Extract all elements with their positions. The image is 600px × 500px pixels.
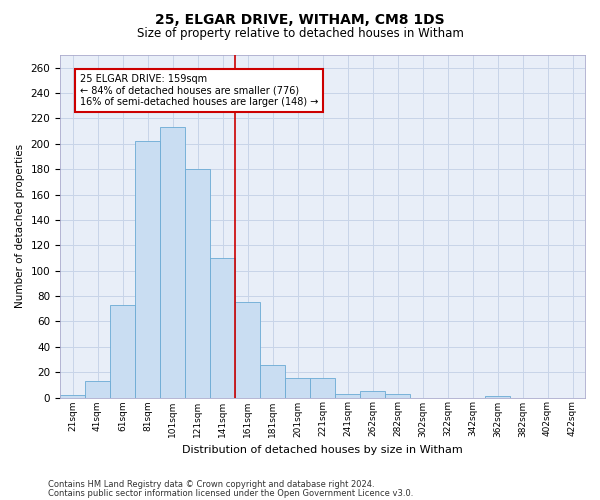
- Y-axis label: Number of detached properties: Number of detached properties: [15, 144, 25, 308]
- Bar: [260, 364, 285, 398]
- Text: 25, ELGAR DRIVE, WITHAM, CM8 1DS: 25, ELGAR DRIVE, WITHAM, CM8 1DS: [155, 12, 445, 26]
- Text: Size of property relative to detached houses in Witham: Size of property relative to detached ho…: [137, 28, 463, 40]
- Bar: [185, 169, 210, 398]
- Text: Contains HM Land Registry data © Crown copyright and database right 2024.: Contains HM Land Registry data © Crown c…: [48, 480, 374, 489]
- Bar: [285, 378, 310, 398]
- Bar: [485, 396, 510, 398]
- Bar: [385, 394, 410, 398]
- Text: 25 ELGAR DRIVE: 159sqm
← 84% of detached houses are smaller (776)
16% of semi-de: 25 ELGAR DRIVE: 159sqm ← 84% of detached…: [80, 74, 319, 107]
- Bar: [360, 391, 385, 398]
- Bar: [60, 395, 85, 398]
- Bar: [135, 142, 160, 398]
- Bar: [235, 302, 260, 398]
- X-axis label: Distribution of detached houses by size in Witham: Distribution of detached houses by size …: [182, 445, 463, 455]
- Bar: [210, 258, 235, 398]
- Bar: [335, 394, 360, 398]
- Bar: [85, 381, 110, 398]
- Bar: [110, 305, 135, 398]
- Text: Contains public sector information licensed under the Open Government Licence v3: Contains public sector information licen…: [48, 489, 413, 498]
- Bar: [310, 378, 335, 398]
- Bar: [160, 128, 185, 398]
